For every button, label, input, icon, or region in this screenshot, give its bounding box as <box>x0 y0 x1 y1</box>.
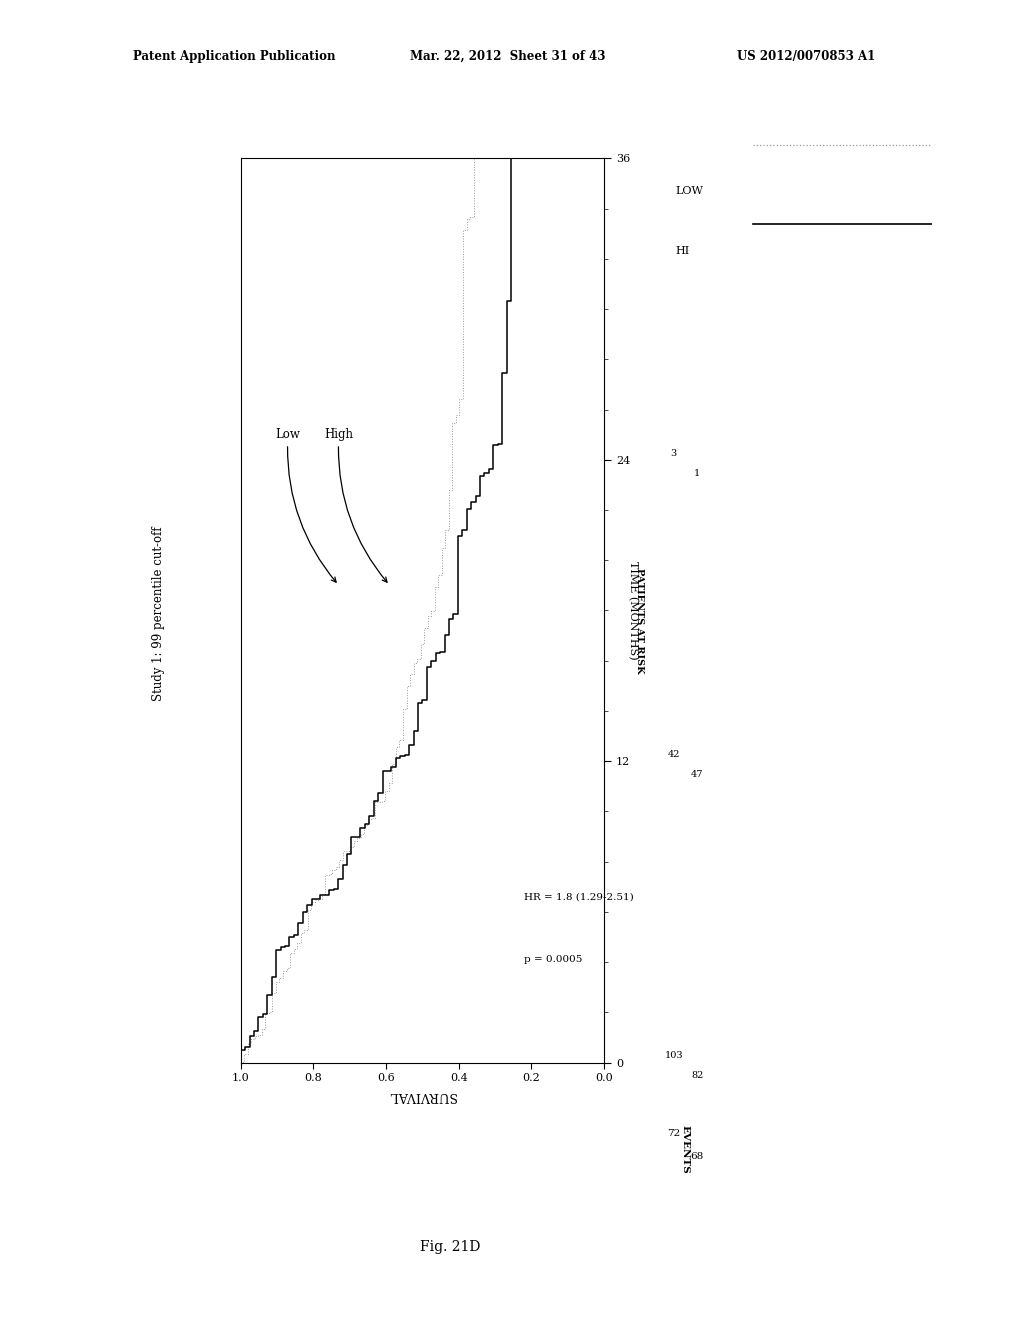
Text: Study 1: 99 percentile cut-off: Study 1: 99 percentile cut-off <box>153 527 165 701</box>
Text: 103: 103 <box>665 1052 683 1060</box>
Text: HR = 1.8 (1.29-2.51): HR = 1.8 (1.29-2.51) <box>524 892 634 902</box>
Text: 72: 72 <box>668 1129 680 1138</box>
Text: 82: 82 <box>691 1072 703 1080</box>
Text: LOW: LOW <box>676 186 703 197</box>
Text: 42: 42 <box>668 750 680 759</box>
Text: 47: 47 <box>691 770 703 779</box>
Text: EVENTS: EVENTS <box>681 1125 690 1173</box>
Text: PATIENTS AT RISK: PATIENTS AT RISK <box>635 568 644 673</box>
Text: Low: Low <box>275 428 336 582</box>
Text: 1: 1 <box>694 469 700 478</box>
Text: HI: HI <box>676 246 690 256</box>
Text: 68: 68 <box>691 1152 703 1162</box>
Text: p = 0.0005: p = 0.0005 <box>524 956 583 964</box>
Text: Patent Application Publication: Patent Application Publication <box>133 50 336 63</box>
X-axis label: SURVIVAL: SURVIVAL <box>389 1089 456 1102</box>
Text: High: High <box>325 428 387 582</box>
Text: Mar. 22, 2012  Sheet 31 of 43: Mar. 22, 2012 Sheet 31 of 43 <box>410 50 605 63</box>
Text: Fig. 21D: Fig. 21D <box>421 1241 480 1254</box>
Text: 3: 3 <box>671 449 677 458</box>
Y-axis label: TIME (MONTHS): TIME (MONTHS) <box>629 561 639 660</box>
Text: US 2012/0070853 A1: US 2012/0070853 A1 <box>737 50 876 63</box>
